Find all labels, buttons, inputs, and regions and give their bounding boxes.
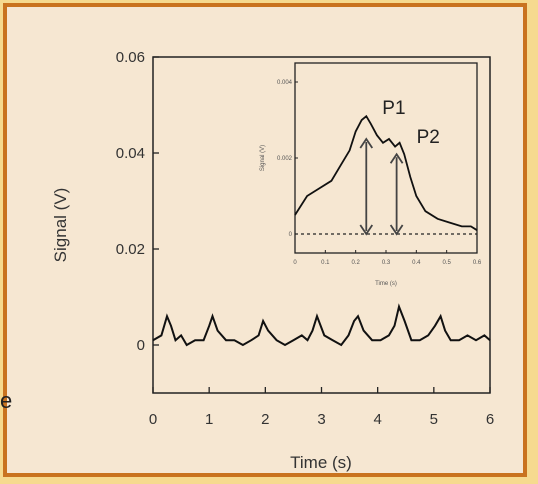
main-x-ticks: 0 1 2 3 4 5 6 [149,387,494,428]
main-y-tick-label: 0 [137,337,145,354]
inset-x-tick-label: 0.4 [412,260,421,266]
main-y-tick-label: 0.02 [116,241,145,258]
inset-x-tick-label: 0.6 [473,260,482,266]
inset-x-tick-label: 0.5 [442,260,451,266]
inset-y-tick-label: 0 [289,232,293,238]
inset-arrow-head-down [389,224,404,236]
inset-ylabel: Signal (V) [260,145,266,171]
inset-y-tick-label: 0.004 [277,80,293,86]
main-y-tick-label: 0.04 [116,145,145,162]
inset-arrow-head-up [359,137,374,149]
main-x-tick-label: 4 [373,411,381,428]
main-x-tick-label: 1 [205,411,213,428]
peak-label-p2: P2 [417,127,440,148]
main-x-tick-label: 6 [486,411,494,428]
main-ylabel: Signal (V) [51,188,70,263]
main-x-tick-label: 3 [317,411,325,428]
inset-x-tick-label: 0.2 [351,260,360,266]
inset-plot-area [294,62,478,254]
main-y-ticks: 0 0.02 0.04 0.06 [116,49,159,354]
edge-text: e [0,388,13,413]
main-x-tick-label: 0 [149,411,157,428]
inset-series-line [294,114,478,231]
inset-y-ticks: 0 0.002 0.004 [277,80,298,238]
inset-arrow-head-up [389,152,404,164]
inset-xlabel: Time (s) [375,281,397,287]
inset-x-ticks: 0 0.1 0.2 0.3 0.4 0.5 0.6 [293,250,482,266]
inset-arrows [359,137,404,236]
inset-x-tick-label: 0.1 [321,260,330,266]
main-xlabel: Time (s) [290,453,352,472]
inset-y-tick-label: 0.002 [277,156,293,162]
main-x-tick-label: 2 [261,411,269,428]
peak-label-p1: P1 [382,98,405,119]
inset-x-tick-label: 0.3 [382,260,391,266]
main-y-tick-label: 0.06 [116,49,145,66]
main-series-line [152,303,491,347]
inset-x-tick-label: 0 [293,260,297,266]
inset-arrow-head-down [359,224,374,236]
main-x-tick-label: 5 [430,411,438,428]
